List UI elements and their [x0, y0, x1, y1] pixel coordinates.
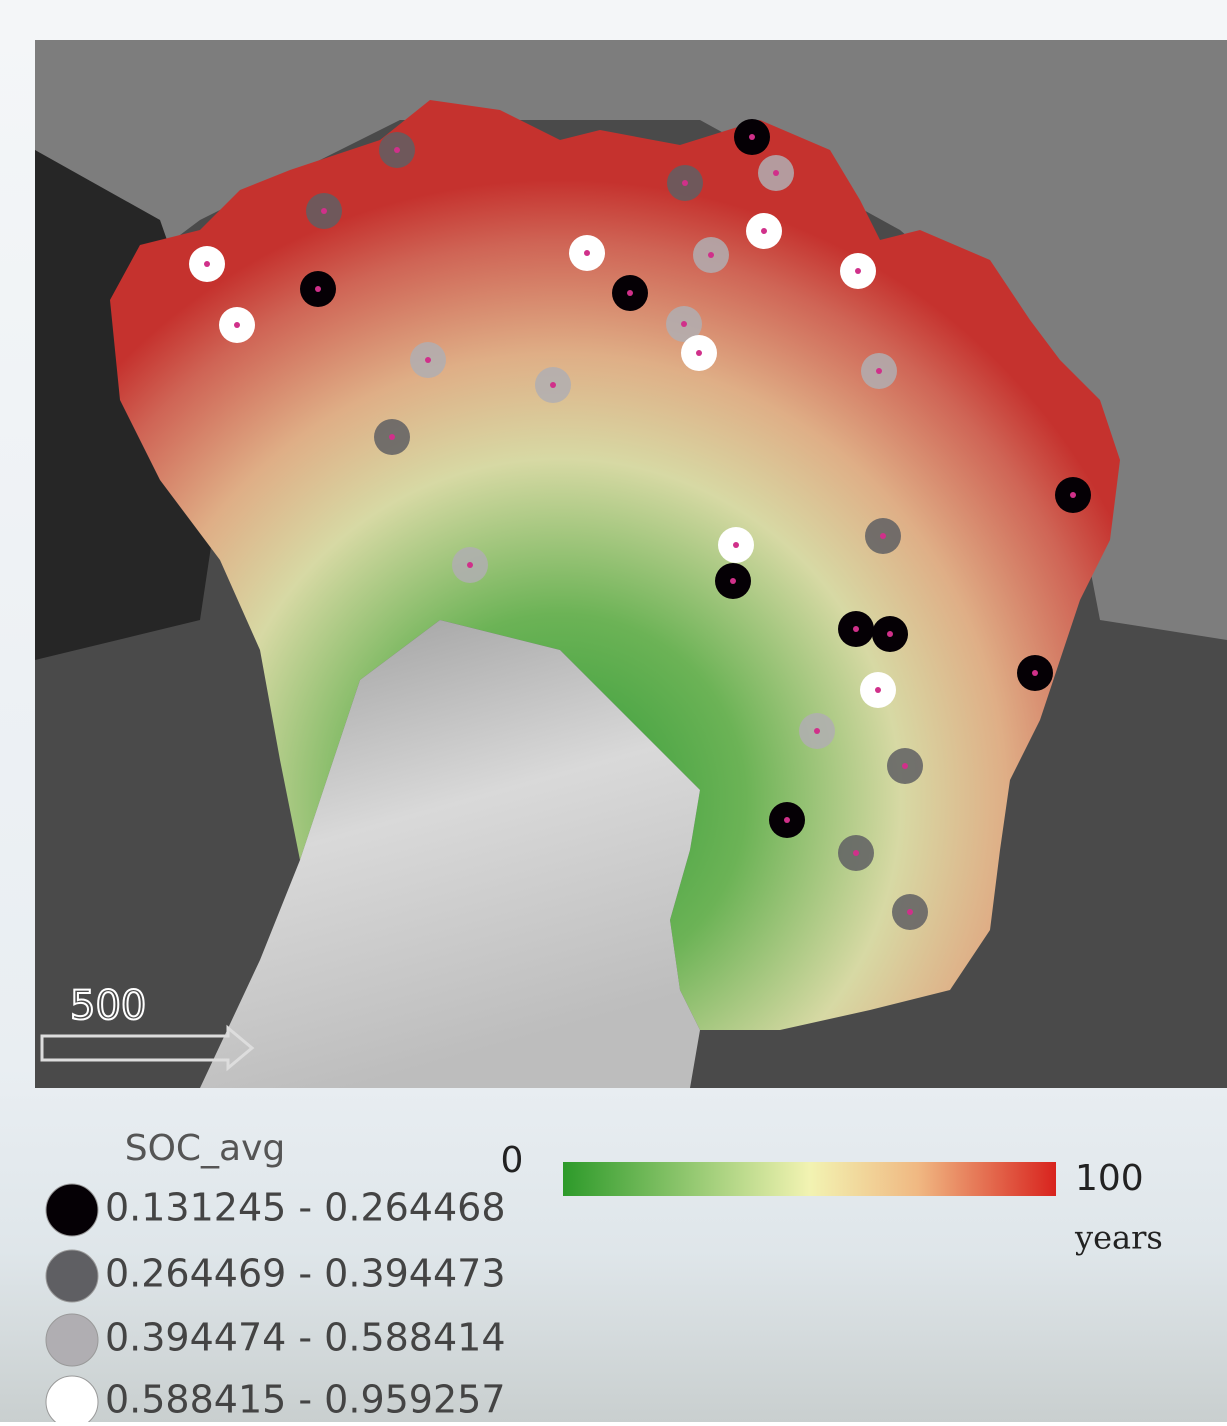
map-figure: 500 SOC_avg 0.131245 - 0.264468 0.264469 …	[0, 0, 1227, 1422]
sample-center	[855, 268, 861, 274]
sample-center	[730, 578, 736, 584]
sample-center	[321, 208, 327, 214]
sample-center	[394, 147, 400, 153]
legend-title: SOC_avg	[125, 1128, 286, 1169]
sample-center	[814, 728, 820, 734]
sample-center	[773, 170, 779, 176]
sample-center	[853, 626, 859, 632]
sample-center	[761, 228, 767, 234]
sample-center	[682, 180, 688, 186]
legend-swatch	[46, 1250, 98, 1302]
legend-label: 0.588415 - 0.959257	[105, 1378, 506, 1422]
sample-center	[902, 763, 908, 769]
legend-swatch	[46, 1376, 98, 1422]
sample-center	[733, 542, 739, 548]
sample-center	[627, 290, 633, 296]
colorbar-max: 100	[1075, 1158, 1144, 1199]
sample-center	[784, 817, 790, 823]
sample-center	[425, 357, 431, 363]
sample-center	[907, 909, 913, 915]
sample-center	[887, 631, 893, 637]
sample-center	[204, 261, 210, 267]
sample-center	[681, 321, 687, 327]
sample-center	[1032, 670, 1038, 676]
legend-label: 0.131245 - 0.264468	[105, 1186, 506, 1230]
legend-swatch	[46, 1314, 98, 1366]
sample-center	[875, 687, 881, 693]
sample-center	[389, 434, 395, 440]
page: 500 SOC_avg 0.131245 - 0.264468 0.264469 …	[0, 0, 1227, 1422]
sample-center	[550, 382, 556, 388]
sample-center	[696, 350, 702, 356]
legend-label: 0.394474 - 0.588414	[105, 1316, 506, 1360]
sample-center	[234, 322, 240, 328]
colorbar	[563, 1162, 1056, 1196]
scale-label: 500	[70, 983, 146, 1029]
sample-center	[876, 368, 882, 374]
sample-center	[584, 250, 590, 256]
legend-swatch	[46, 1184, 98, 1236]
sample-center	[749, 134, 755, 140]
colorbar-min: 0	[501, 1140, 524, 1181]
sample-center	[880, 533, 886, 539]
colorbar-unit: years	[1074, 1219, 1163, 1257]
legend-label: 0.264469 - 0.394473	[105, 1252, 506, 1296]
sample-center	[315, 286, 321, 292]
sample-center	[708, 252, 714, 258]
sample-center	[467, 562, 473, 568]
sample-center	[853, 850, 859, 856]
sample-center	[1070, 492, 1076, 498]
